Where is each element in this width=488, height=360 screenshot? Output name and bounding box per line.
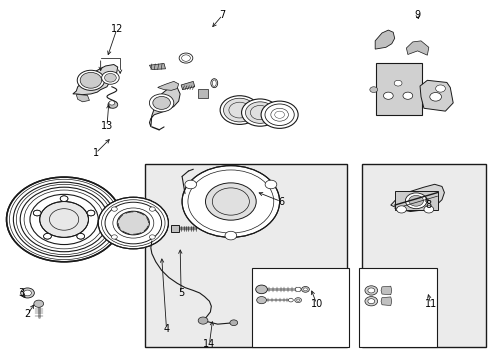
Circle shape [43, 233, 51, 239]
Circle shape [367, 299, 374, 304]
Bar [251, 268, 348, 347]
Circle shape [393, 80, 401, 86]
Circle shape [149, 207, 155, 211]
Text: 4: 4 [163, 324, 169, 334]
Circle shape [108, 101, 118, 108]
Circle shape [98, 197, 168, 249]
Circle shape [40, 202, 88, 237]
Circle shape [77, 233, 84, 239]
Text: 11: 11 [424, 299, 436, 309]
Circle shape [423, 206, 433, 213]
Circle shape [149, 235, 155, 239]
Circle shape [153, 96, 170, 109]
Polygon shape [390, 184, 444, 212]
Circle shape [223, 98, 255, 122]
Circle shape [256, 297, 266, 304]
Polygon shape [419, 80, 452, 111]
Polygon shape [406, 41, 428, 55]
Bar [361, 164, 485, 347]
Circle shape [255, 285, 267, 294]
Text: 6: 6 [278, 197, 284, 207]
Text: 2: 2 [24, 310, 31, 319]
Circle shape [80, 72, 102, 88]
Circle shape [261, 101, 298, 129]
Polygon shape [76, 95, 89, 102]
Circle shape [229, 320, 237, 325]
Circle shape [288, 298, 293, 302]
Polygon shape [149, 63, 165, 69]
Circle shape [149, 94, 173, 112]
Circle shape [205, 183, 256, 220]
Circle shape [295, 287, 301, 292]
Circle shape [198, 317, 207, 324]
Circle shape [111, 207, 117, 211]
Circle shape [6, 177, 122, 262]
Circle shape [60, 196, 68, 202]
Text: 14: 14 [203, 339, 215, 349]
Text: 13: 13 [101, 121, 113, 131]
Polygon shape [171, 225, 179, 232]
Text: 3: 3 [18, 288, 24, 298]
Circle shape [220, 96, 259, 125]
Bar [358, 268, 436, 347]
Polygon shape [380, 286, 391, 295]
Polygon shape [149, 87, 180, 127]
Bar [375, 63, 422, 116]
Polygon shape [181, 81, 194, 90]
Bar [394, 191, 437, 211]
Circle shape [405, 193, 426, 209]
Polygon shape [73, 64, 118, 95]
Polygon shape [374, 30, 394, 49]
Bar [144, 164, 346, 347]
Circle shape [364, 286, 377, 295]
Circle shape [224, 231, 236, 240]
Polygon shape [198, 89, 207, 98]
Circle shape [23, 290, 31, 296]
Circle shape [264, 180, 276, 189]
Circle shape [303, 288, 307, 291]
Circle shape [294, 298, 301, 303]
Polygon shape [380, 297, 391, 306]
Text: 5: 5 [178, 288, 184, 298]
Circle shape [241, 99, 278, 126]
Circle shape [117, 211, 149, 235]
Circle shape [435, 85, 445, 92]
Circle shape [102, 71, 119, 84]
Circle shape [429, 93, 441, 101]
Circle shape [111, 235, 117, 239]
Circle shape [33, 210, 41, 216]
Circle shape [34, 300, 43, 307]
Text: 1: 1 [93, 148, 99, 158]
Circle shape [87, 210, 95, 216]
Circle shape [182, 166, 279, 237]
Circle shape [367, 288, 374, 293]
Circle shape [184, 180, 196, 189]
Text: 12: 12 [110, 24, 122, 35]
Text: 10: 10 [310, 299, 322, 309]
Circle shape [109, 101, 115, 105]
Circle shape [77, 70, 104, 90]
Text: 9: 9 [414, 10, 420, 20]
Text: 7: 7 [219, 10, 225, 20]
Circle shape [369, 87, 377, 93]
Circle shape [296, 299, 299, 301]
Circle shape [383, 92, 392, 99]
Circle shape [245, 102, 274, 123]
Polygon shape [158, 81, 178, 90]
Circle shape [364, 297, 377, 306]
Circle shape [179, 53, 192, 63]
Circle shape [20, 288, 34, 298]
Text: 8: 8 [425, 200, 431, 210]
Circle shape [396, 206, 406, 213]
Circle shape [301, 287, 309, 292]
Circle shape [104, 73, 116, 82]
Circle shape [402, 92, 412, 99]
Circle shape [408, 195, 423, 206]
